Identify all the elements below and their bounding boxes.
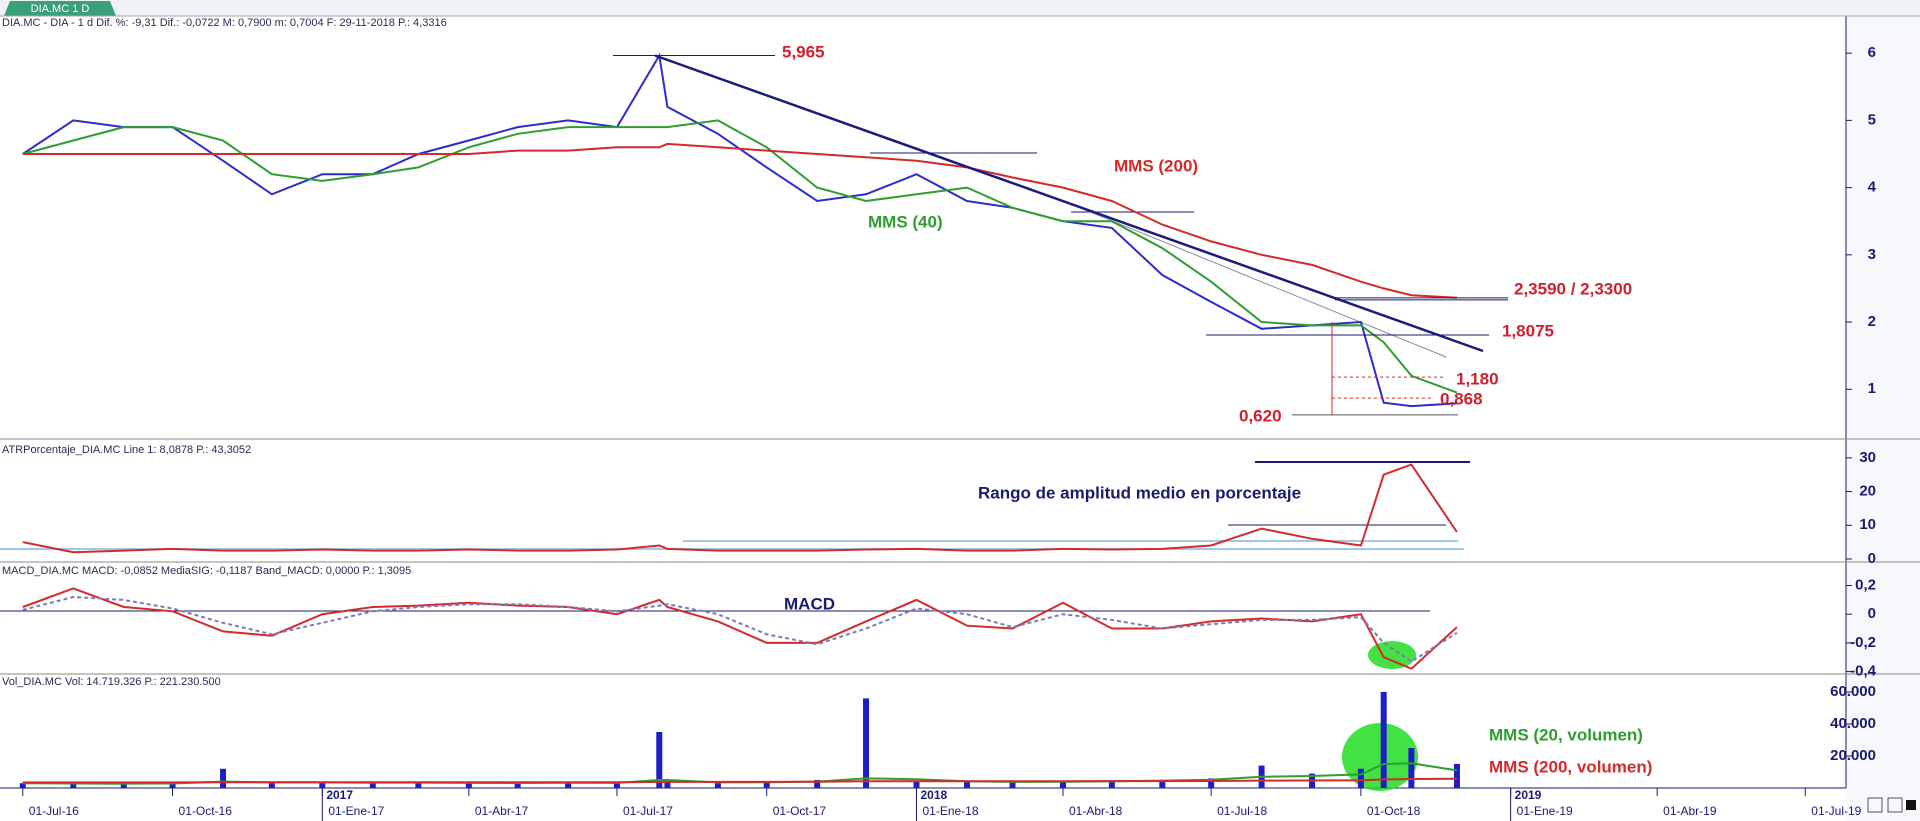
volume-bar	[1357, 768, 1364, 788]
y-tick-label: 40.000	[1830, 715, 1876, 732]
volume-bar	[1159, 780, 1166, 788]
volume-bar	[714, 783, 721, 788]
volume-bar	[1453, 764, 1460, 788]
x-tick-label: 01-Jul-18	[1217, 804, 1267, 818]
level-label: 2,3590 / 2,3300	[1514, 279, 1632, 298]
y-tick-label: 60.000	[1830, 683, 1876, 700]
trend-line	[654, 54, 1484, 353]
volume-bar	[415, 782, 422, 788]
panel-header: DIA.MC - DIA - 1 d Dif. %: -9,31 Dif.: -…	[2, 17, 447, 29]
y-tick-label: 20.000	[1830, 747, 1876, 764]
y-tick-label: 0	[1868, 605, 1876, 622]
volume-bar	[664, 781, 671, 788]
y-tick-label: 6	[1868, 44, 1876, 61]
volume-bar	[863, 698, 870, 788]
series-line	[22, 595, 1458, 663]
volume-bar	[1108, 780, 1115, 788]
volume-bar	[1059, 781, 1066, 788]
volume-bar	[268, 783, 275, 788]
x-tick-label: 01-Jul-17	[623, 804, 673, 818]
series-label: MMS (40)	[868, 212, 943, 231]
x-tick-label: 01-Ene-19	[1517, 804, 1573, 818]
x-tick-label: 01-Oct-18	[1367, 804, 1421, 818]
series-line	[22, 587, 1458, 670]
x-tick-label: 01-Abr-17	[475, 804, 529, 818]
y-tick-label: 3	[1868, 246, 1876, 263]
series-line	[22, 777, 1457, 784]
year-label: 2017	[326, 788, 353, 802]
volume-bar	[613, 783, 620, 788]
button[interactable]	[1867, 797, 1883, 813]
x-tick-label: 01-Abr-18	[1069, 804, 1123, 818]
x-tick-label: 01-Abr-19	[1663, 804, 1717, 818]
y-tick-label: 20	[1859, 483, 1876, 500]
volume-bar	[763, 781, 770, 788]
toolbar	[1867, 797, 1916, 813]
series-label: MMS (20, volumen)	[1489, 725, 1643, 744]
series-line	[22, 52, 1457, 408]
x-tick-label: 01-Jul-16	[29, 804, 79, 818]
highlight	[1368, 641, 1416, 669]
y-tick-label: 2	[1868, 313, 1876, 330]
y-tick-label: 10	[1859, 516, 1876, 533]
volume-bar	[565, 782, 572, 788]
panel-header: ATRPorcentaje_DIA.MC Line 1: 8,0878 P.: …	[2, 444, 251, 456]
tab-label[interactable]: DIA.MC 1 D	[31, 3, 90, 15]
panel-header: Vol_DIA.MC Vol: 14.719.326 P.: 221.230.5…	[2, 676, 221, 688]
volume-bar	[1380, 692, 1387, 788]
volume-bar	[19, 783, 26, 788]
level-label: 5,965	[782, 42, 825, 61]
volume-bar	[465, 783, 472, 788]
tab[interactable]	[4, 1, 116, 16]
level-label: 1,8075	[1502, 321, 1554, 340]
tab-bar	[0, 0, 1920, 16]
x-tick-label: 01-Jul-19	[1811, 804, 1861, 818]
x-tick-label: 01-Oct-17	[773, 804, 827, 818]
series-line	[22, 119, 1458, 394]
annotation: MACD	[784, 594, 835, 613]
level-label: 0,868	[1440, 389, 1483, 408]
annotation: Rango de amplitud medio en porcentaje	[978, 483, 1301, 502]
volume-bar	[814, 780, 821, 788]
volume-bar	[70, 784, 77, 788]
series-label: MMS (200, volumen)	[1489, 757, 1652, 776]
y-tick-label: 1	[1868, 380, 1876, 397]
year-label: 2018	[920, 788, 947, 802]
level-label: 0,620	[1239, 406, 1282, 425]
volume-bar	[1009, 782, 1016, 788]
volume-bar	[369, 783, 376, 788]
panel-header: MACD_DIA.MC MACD: -0,0852 MediaSIG: -0,1…	[2, 565, 411, 577]
button[interactable]	[1906, 800, 1916, 810]
volume-bar	[963, 781, 970, 788]
y-tick-label: 0	[1868, 550, 1876, 567]
y-tick-label: 5	[1868, 111, 1876, 128]
y-tick-label: 0,2	[1855, 576, 1876, 593]
volume-bar	[319, 781, 326, 788]
level-label: 1,180	[1456, 369, 1499, 388]
series-line	[22, 142, 1457, 299]
x-tick-label: 01-Oct-16	[179, 804, 233, 818]
year-label: 2019	[1515, 788, 1542, 802]
volume-bar	[1408, 748, 1415, 788]
trend-line	[1082, 208, 1447, 358]
y-tick-label: -0,2	[1850, 634, 1876, 651]
axis-strip	[1846, 16, 1920, 821]
volume-bar	[220, 768, 227, 788]
button[interactable]	[1887, 797, 1903, 813]
volume-bar	[1208, 778, 1215, 788]
series-line	[22, 463, 1458, 554]
volume-bar	[656, 732, 663, 788]
x-tick-label: 01-Ene-17	[328, 804, 384, 818]
volume-bar	[514, 783, 521, 788]
x-tick-label: 01-Ene-18	[922, 804, 978, 818]
volume-bar	[169, 783, 176, 788]
y-tick-label: 30	[1859, 449, 1876, 466]
volume-bar	[120, 784, 127, 788]
y-tick-label: -0,4	[1850, 663, 1877, 680]
series-label: MMS (200)	[1114, 156, 1198, 175]
volume-bar	[913, 780, 920, 788]
y-tick-label: 4	[1868, 179, 1877, 196]
